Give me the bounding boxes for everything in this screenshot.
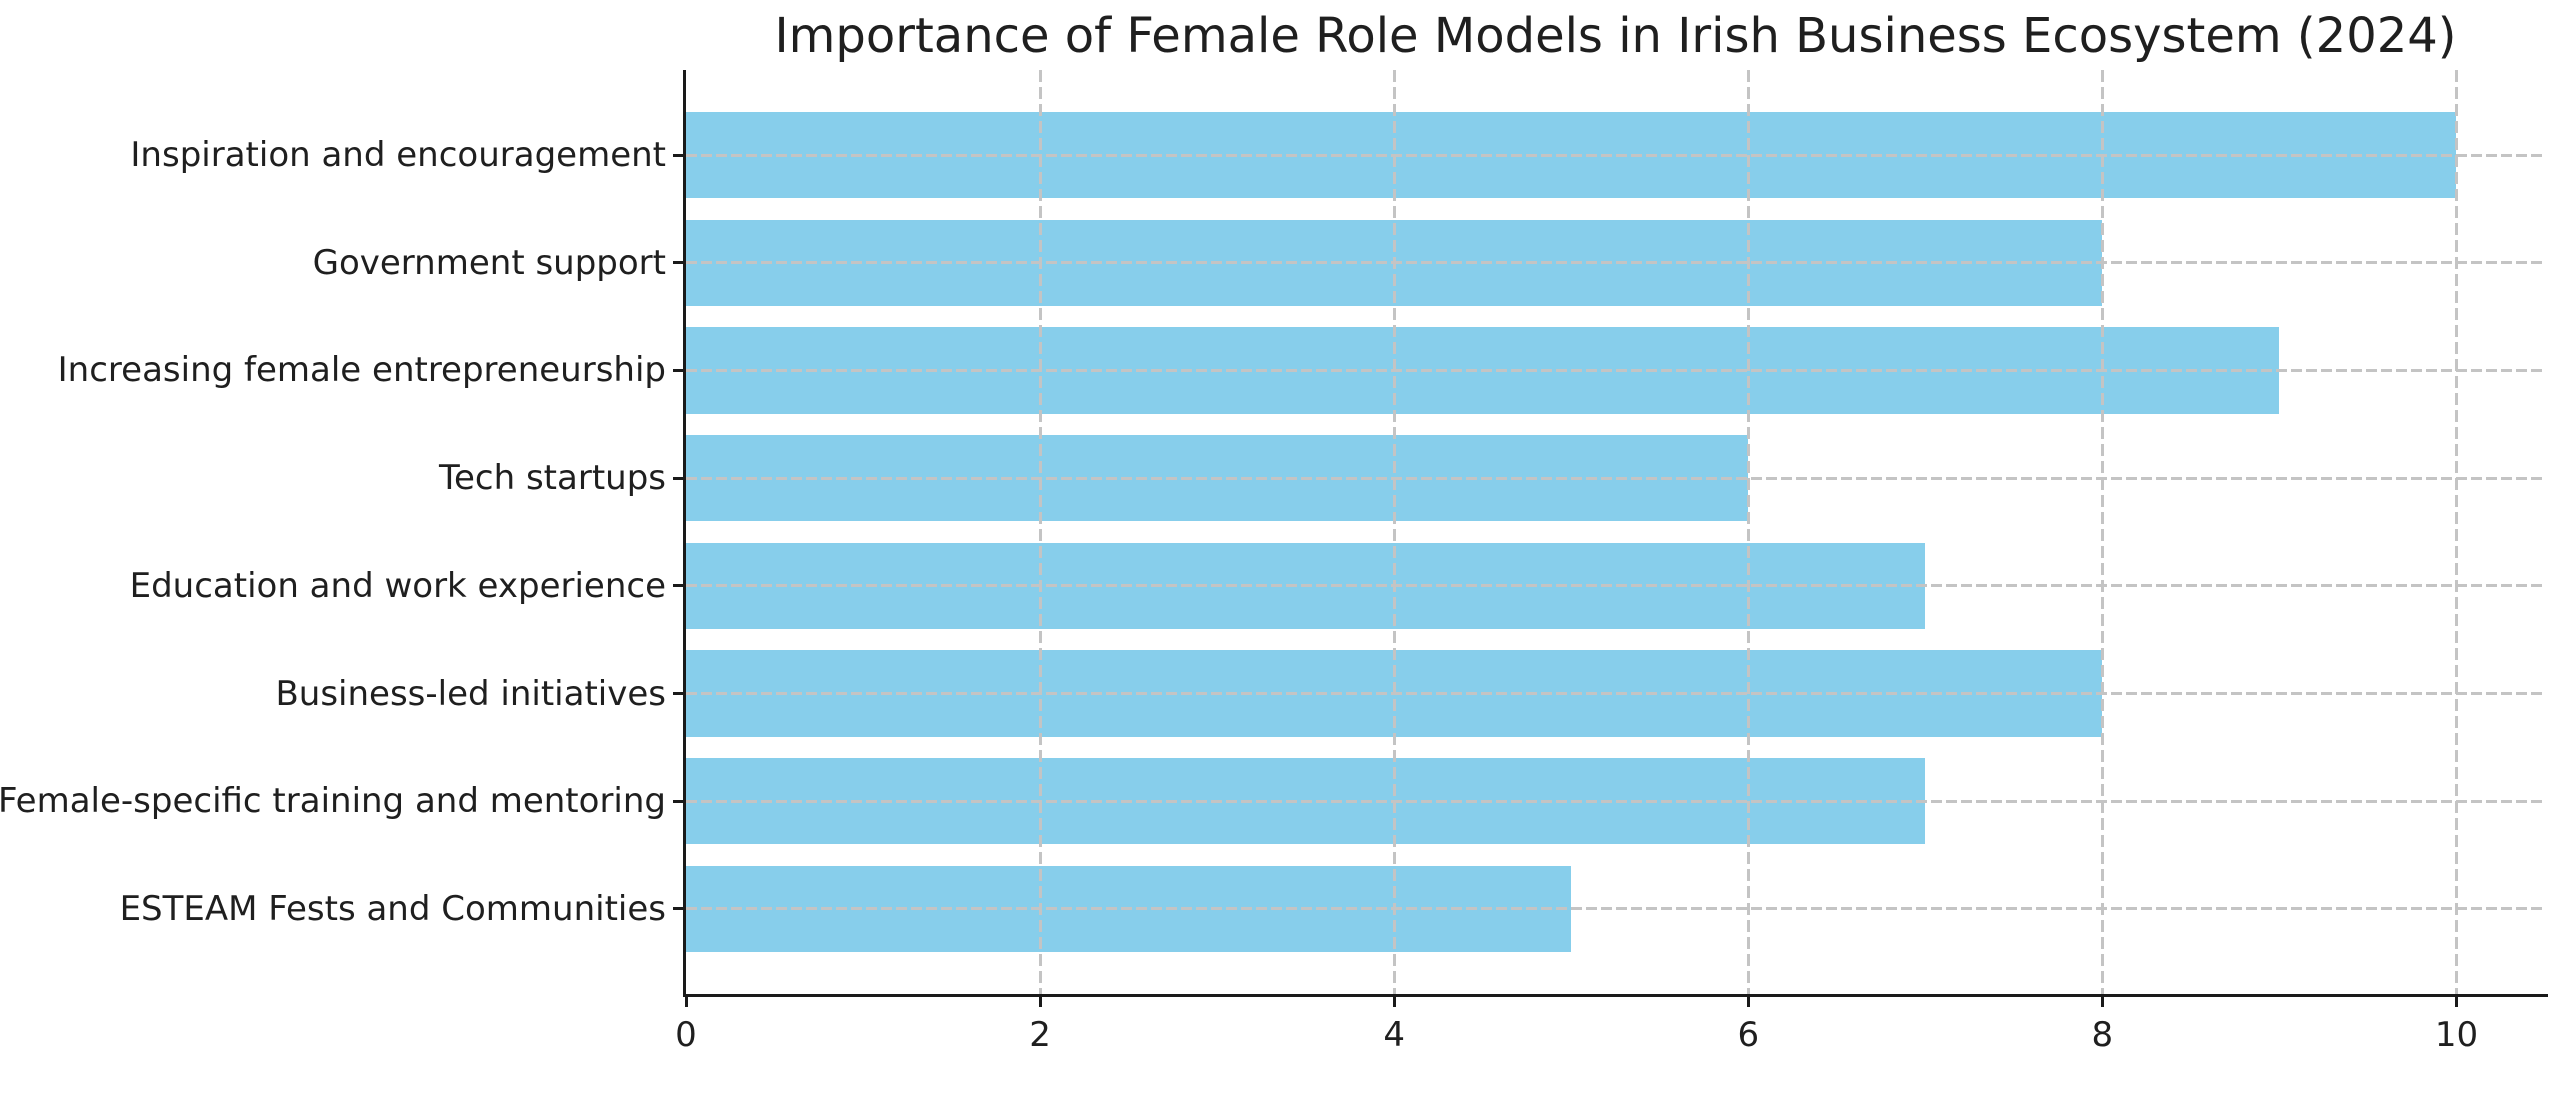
- y-category-label: Inspiration and encouragement: [130, 135, 666, 176]
- x-tick-label: 2: [1029, 1015, 1051, 1055]
- x-tick-mark: [1038, 997, 1042, 1007]
- gridline-vertical: [2454, 70, 2458, 994]
- x-tick-mark: [1746, 997, 1750, 1007]
- y-tick-mark: [673, 692, 683, 696]
- y-tick-mark: [673, 584, 683, 588]
- y-category-label: Government support: [312, 242, 666, 283]
- x-axis-spine: [683, 994, 2548, 997]
- y-tick-mark: [673, 153, 683, 157]
- x-tick-label: 0: [675, 1015, 697, 1055]
- gridline-horizontal: [686, 476, 2545, 480]
- gridline-horizontal: [686, 584, 2545, 588]
- x-tick-mark: [2454, 997, 2458, 1007]
- x-tick-mark: [684, 997, 688, 1007]
- x-tick-label: 6: [1737, 1015, 1760, 1055]
- chart-title: Importance of Female Role Models in Iris…: [774, 8, 2457, 64]
- plot-area: Importance Level Inspiration and encoura…: [0, 70, 2548, 1055]
- y-category-label: Female-specific training and mentoring: [0, 781, 666, 822]
- y-tick-mark: [673, 799, 683, 803]
- gridline-vertical: [2100, 70, 2104, 994]
- y-category-label: Business-led initiatives: [275, 673, 666, 714]
- gridline-vertical: [1038, 70, 1042, 994]
- x-tick-label: 4: [1383, 1015, 1406, 1055]
- gridline-horizontal: [686, 368, 2545, 372]
- y-category-label: ESTEAM Fests and Communities: [119, 888, 666, 929]
- y-category-label: Increasing female entrepreneurship: [57, 350, 666, 391]
- gridline-horizontal: [686, 692, 2545, 696]
- gridline-horizontal: [686, 261, 2545, 265]
- x-tick-label: 10: [2434, 1015, 2479, 1055]
- y-axis-spine: [683, 70, 686, 997]
- y-tick-mark: [673, 368, 683, 372]
- x-tick-mark: [2100, 997, 2104, 1007]
- x-tick-label: 8: [2091, 1015, 2114, 1055]
- gridline-horizontal: [686, 799, 2545, 803]
- gridline-vertical: [1746, 70, 1750, 994]
- gridline-vertical: [1392, 70, 1396, 994]
- x-tick-mark: [1392, 997, 1396, 1007]
- gridline-horizontal: [686, 153, 2545, 157]
- y-category-label: Education and work experience: [129, 565, 666, 606]
- y-tick-mark: [673, 907, 683, 911]
- y-tick-mark: [673, 261, 683, 265]
- y-tick-mark: [673, 476, 683, 480]
- y-category-label: Tech startups: [439, 458, 666, 499]
- gridline-horizontal: [686, 907, 2545, 911]
